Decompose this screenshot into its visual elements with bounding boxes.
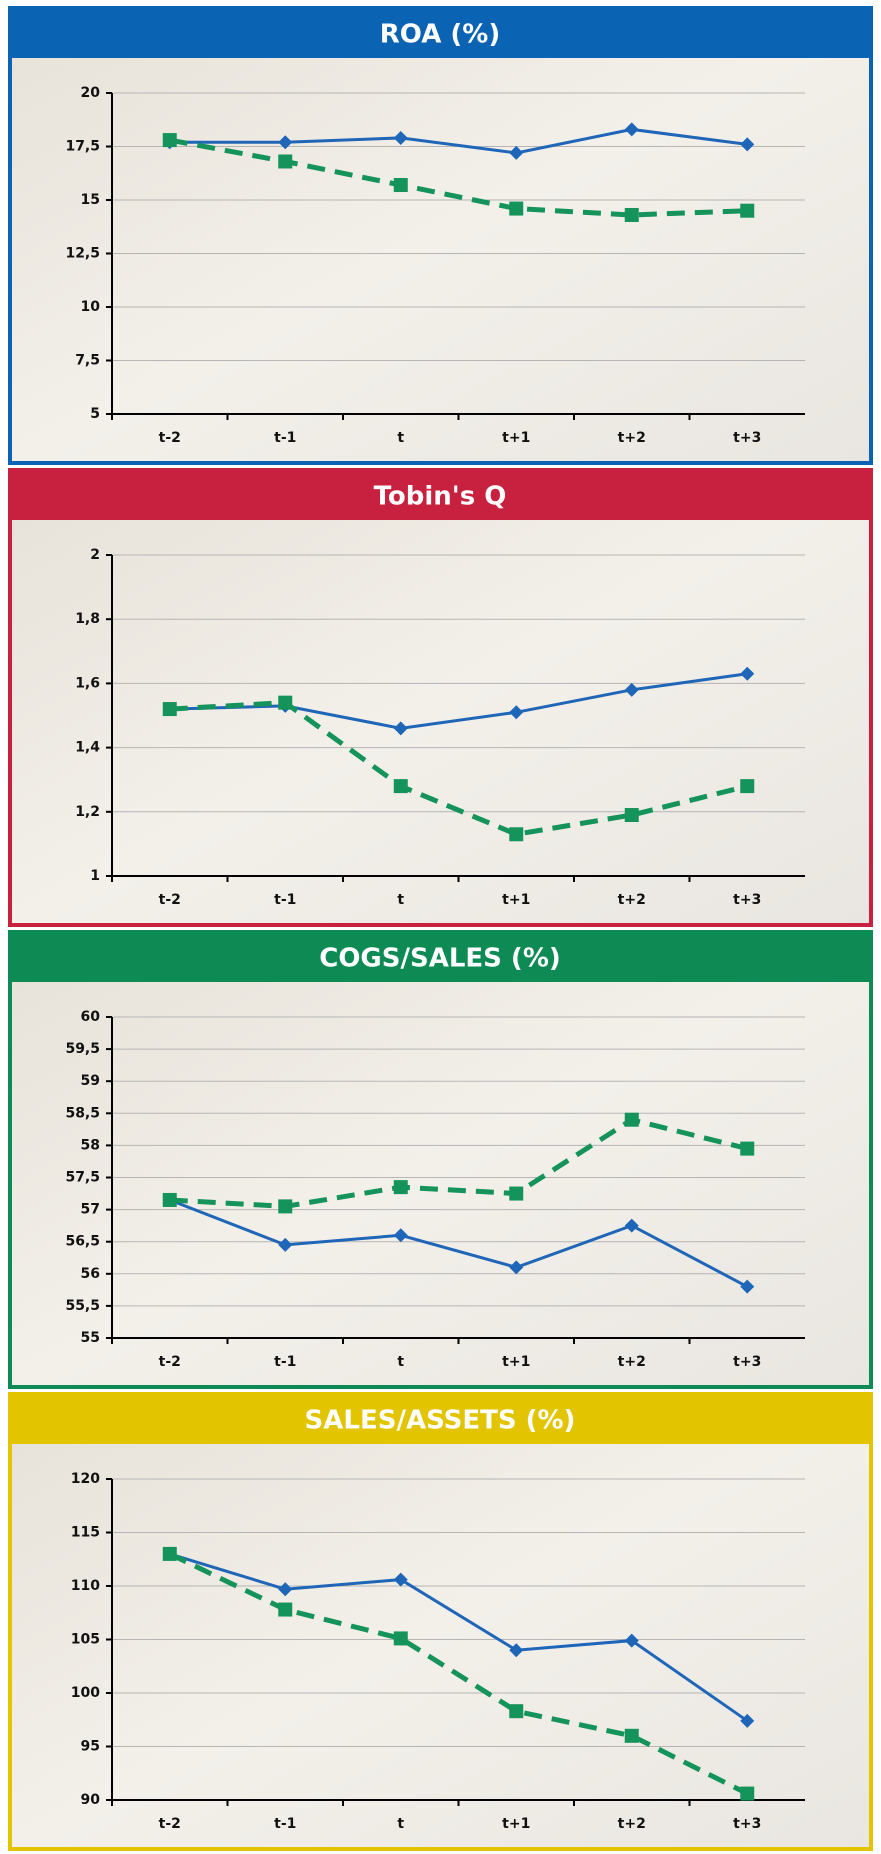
y-tick-label: 1 xyxy=(90,868,100,884)
marker xyxy=(625,1729,639,1743)
x-tick-label: t+3 xyxy=(733,1354,761,1370)
x-tick-label: t+2 xyxy=(618,1816,646,1832)
panel-background xyxy=(10,470,871,925)
x-tick-label: t xyxy=(397,892,404,908)
marker xyxy=(740,204,754,218)
x-tick-label: t+2 xyxy=(618,892,646,908)
x-tick-label: t xyxy=(397,1354,404,1370)
panel-background xyxy=(10,932,871,1387)
y-tick-label: 59,5 xyxy=(65,1041,100,1057)
y-tick-label: 1,4 xyxy=(75,740,100,756)
marker xyxy=(163,133,177,147)
y-tick-label: 110 xyxy=(71,1578,100,1594)
marker xyxy=(163,1193,177,1207)
y-tick-label: 15 xyxy=(81,192,100,208)
y-tick-label: 56 xyxy=(81,1266,100,1282)
y-tick-label: 59 xyxy=(81,1073,100,1089)
marker xyxy=(278,1603,292,1617)
y-tick-label: 95 xyxy=(81,1739,100,1755)
x-tick-label: t+3 xyxy=(733,430,761,446)
x-tick-label: t+3 xyxy=(733,892,761,908)
marker xyxy=(625,208,639,222)
y-tick-label: 115 xyxy=(71,1525,100,1541)
chart-title: SALES/ASSETS (%) xyxy=(305,1406,576,1436)
y-tick-label: 120 xyxy=(71,1471,100,1487)
y-tick-label: 55 xyxy=(81,1330,100,1346)
marker xyxy=(394,178,408,192)
marker xyxy=(163,1547,177,1561)
marker xyxy=(278,1199,292,1213)
x-tick-label: t xyxy=(397,1816,404,1832)
x-tick-label: t+3 xyxy=(733,1816,761,1832)
y-tick-label: 57,5 xyxy=(65,1170,100,1186)
x-tick-label: t-2 xyxy=(159,1354,181,1370)
marker xyxy=(278,696,292,710)
x-tick-label: t-1 xyxy=(274,430,296,446)
chart-panel: ROA (%) 5 7,5 10 12,5 15 17,5 20 t-2 t-1 t t+1 t+2 t+… xyxy=(10,8,871,463)
marker xyxy=(740,1787,754,1801)
marker xyxy=(509,1704,523,1718)
x-tick-label: t-1 xyxy=(274,1816,296,1832)
chart-title: ROA (%) xyxy=(380,20,500,50)
y-tick-label: 57 xyxy=(81,1202,100,1218)
x-tick-label: t-2 xyxy=(159,1816,181,1832)
y-tick-label: 100 xyxy=(71,1685,100,1701)
y-tick-label: 58,5 xyxy=(65,1105,100,1121)
x-tick-label: t+1 xyxy=(502,1354,530,1370)
marker xyxy=(509,1187,523,1201)
chart-panel: SALES/ASSETS (%) 90 95 100 105 110 115 120 t-2 t-… xyxy=(10,1394,871,1849)
x-tick-label: t+2 xyxy=(618,1354,646,1370)
y-tick-label: 2 xyxy=(90,547,100,563)
y-tick-label: 1,8 xyxy=(75,611,100,627)
chart-panel: COGS/SALES (%) 55 55,5 56 56,5 57 57,5 58 58,5 59… xyxy=(10,932,871,1387)
x-tick-label: t+1 xyxy=(502,1816,530,1832)
chart-title: COGS/SALES (%) xyxy=(319,944,561,974)
x-tick-label: t+2 xyxy=(618,430,646,446)
x-tick-label: t-1 xyxy=(274,1354,296,1370)
chart-stack: ROA (%)57,51012,51517,520t-2t-1tt+1t+2t+… xyxy=(0,0,881,1854)
panel-background xyxy=(10,1394,871,1849)
marker xyxy=(625,808,639,822)
y-tick-label: 55,5 xyxy=(65,1298,100,1314)
y-tick-label: 1,2 xyxy=(75,804,100,820)
page: ROA (%)57,51012,51517,520t-2t-1tt+1t+2t+… xyxy=(0,0,881,1854)
marker xyxy=(740,779,754,793)
y-tick-label: 20 xyxy=(81,85,101,101)
y-tick-label: 58 xyxy=(81,1137,100,1153)
marker xyxy=(509,202,523,216)
marker xyxy=(740,1142,754,1156)
x-tick-label: t-2 xyxy=(159,892,181,908)
chart-panel: Tobin's Q 1 1,2 1,4 1,6 1,8 2 t-2 t-1 t t+1 t+2 t+3 xyxy=(10,470,871,925)
marker xyxy=(625,1113,639,1127)
marker xyxy=(509,827,523,841)
y-tick-label: 5 xyxy=(90,406,100,422)
x-tick-label: t-1 xyxy=(274,892,296,908)
marker xyxy=(394,779,408,793)
marker xyxy=(394,1180,408,1194)
y-tick-label: 105 xyxy=(71,1632,100,1648)
y-tick-label: 90 xyxy=(81,1792,101,1808)
panel-background xyxy=(10,8,871,463)
y-tick-label: 7,5 xyxy=(75,353,100,369)
y-tick-label: 17,5 xyxy=(65,139,100,155)
y-tick-label: 60 xyxy=(81,1009,101,1025)
x-tick-label: t+1 xyxy=(502,430,530,446)
marker xyxy=(278,154,292,168)
marker xyxy=(163,702,177,716)
x-tick-label: t-2 xyxy=(159,430,181,446)
y-tick-label: 10 xyxy=(81,299,101,315)
x-tick-label: t xyxy=(397,430,404,446)
y-tick-label: 1,6 xyxy=(75,675,100,691)
chart-title: Tobin's Q xyxy=(374,482,507,512)
marker xyxy=(394,1631,408,1645)
y-tick-label: 12,5 xyxy=(65,246,100,262)
y-tick-label: 56,5 xyxy=(65,1234,100,1250)
x-tick-label: t+1 xyxy=(502,892,530,908)
